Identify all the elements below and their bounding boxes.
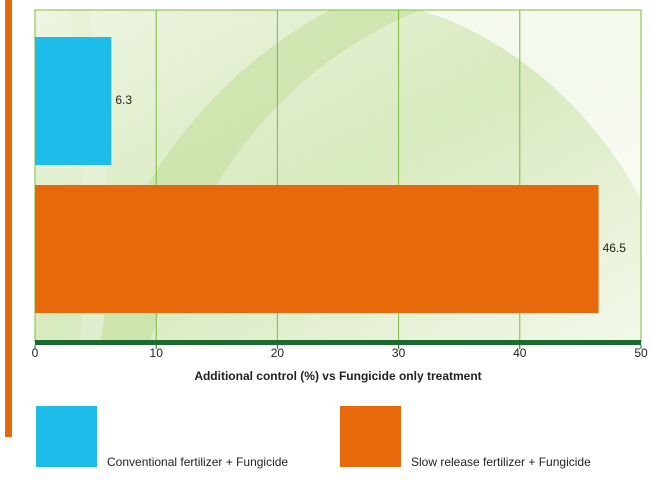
legend-label: Slow release fertilizer + Fungicide: [411, 455, 591, 469]
bar: [35, 37, 112, 165]
x-tick-label: 20: [271, 346, 285, 360]
x-axis-title: Additional control (%) vs Fungicide only…: [194, 369, 481, 383]
side-stripe: [5, 0, 12, 437]
legend-swatch: [36, 406, 97, 467]
data-label: 6.3: [115, 93, 132, 107]
x-axis-line: [35, 340, 641, 345]
x-tick-label: 40: [513, 346, 527, 360]
x-tick-label: 0: [32, 346, 39, 360]
data-label: 46.5: [603, 241, 627, 255]
legend-swatch: [340, 406, 401, 467]
decor: [420, 10, 641, 200]
legend-label: Conventional fertilizer + Fungicide: [107, 455, 288, 469]
x-tick-label: 30: [392, 346, 406, 360]
x-tick-label: 10: [150, 346, 164, 360]
x-tick-label: 50: [634, 346, 648, 360]
bar: [35, 185, 599, 313]
